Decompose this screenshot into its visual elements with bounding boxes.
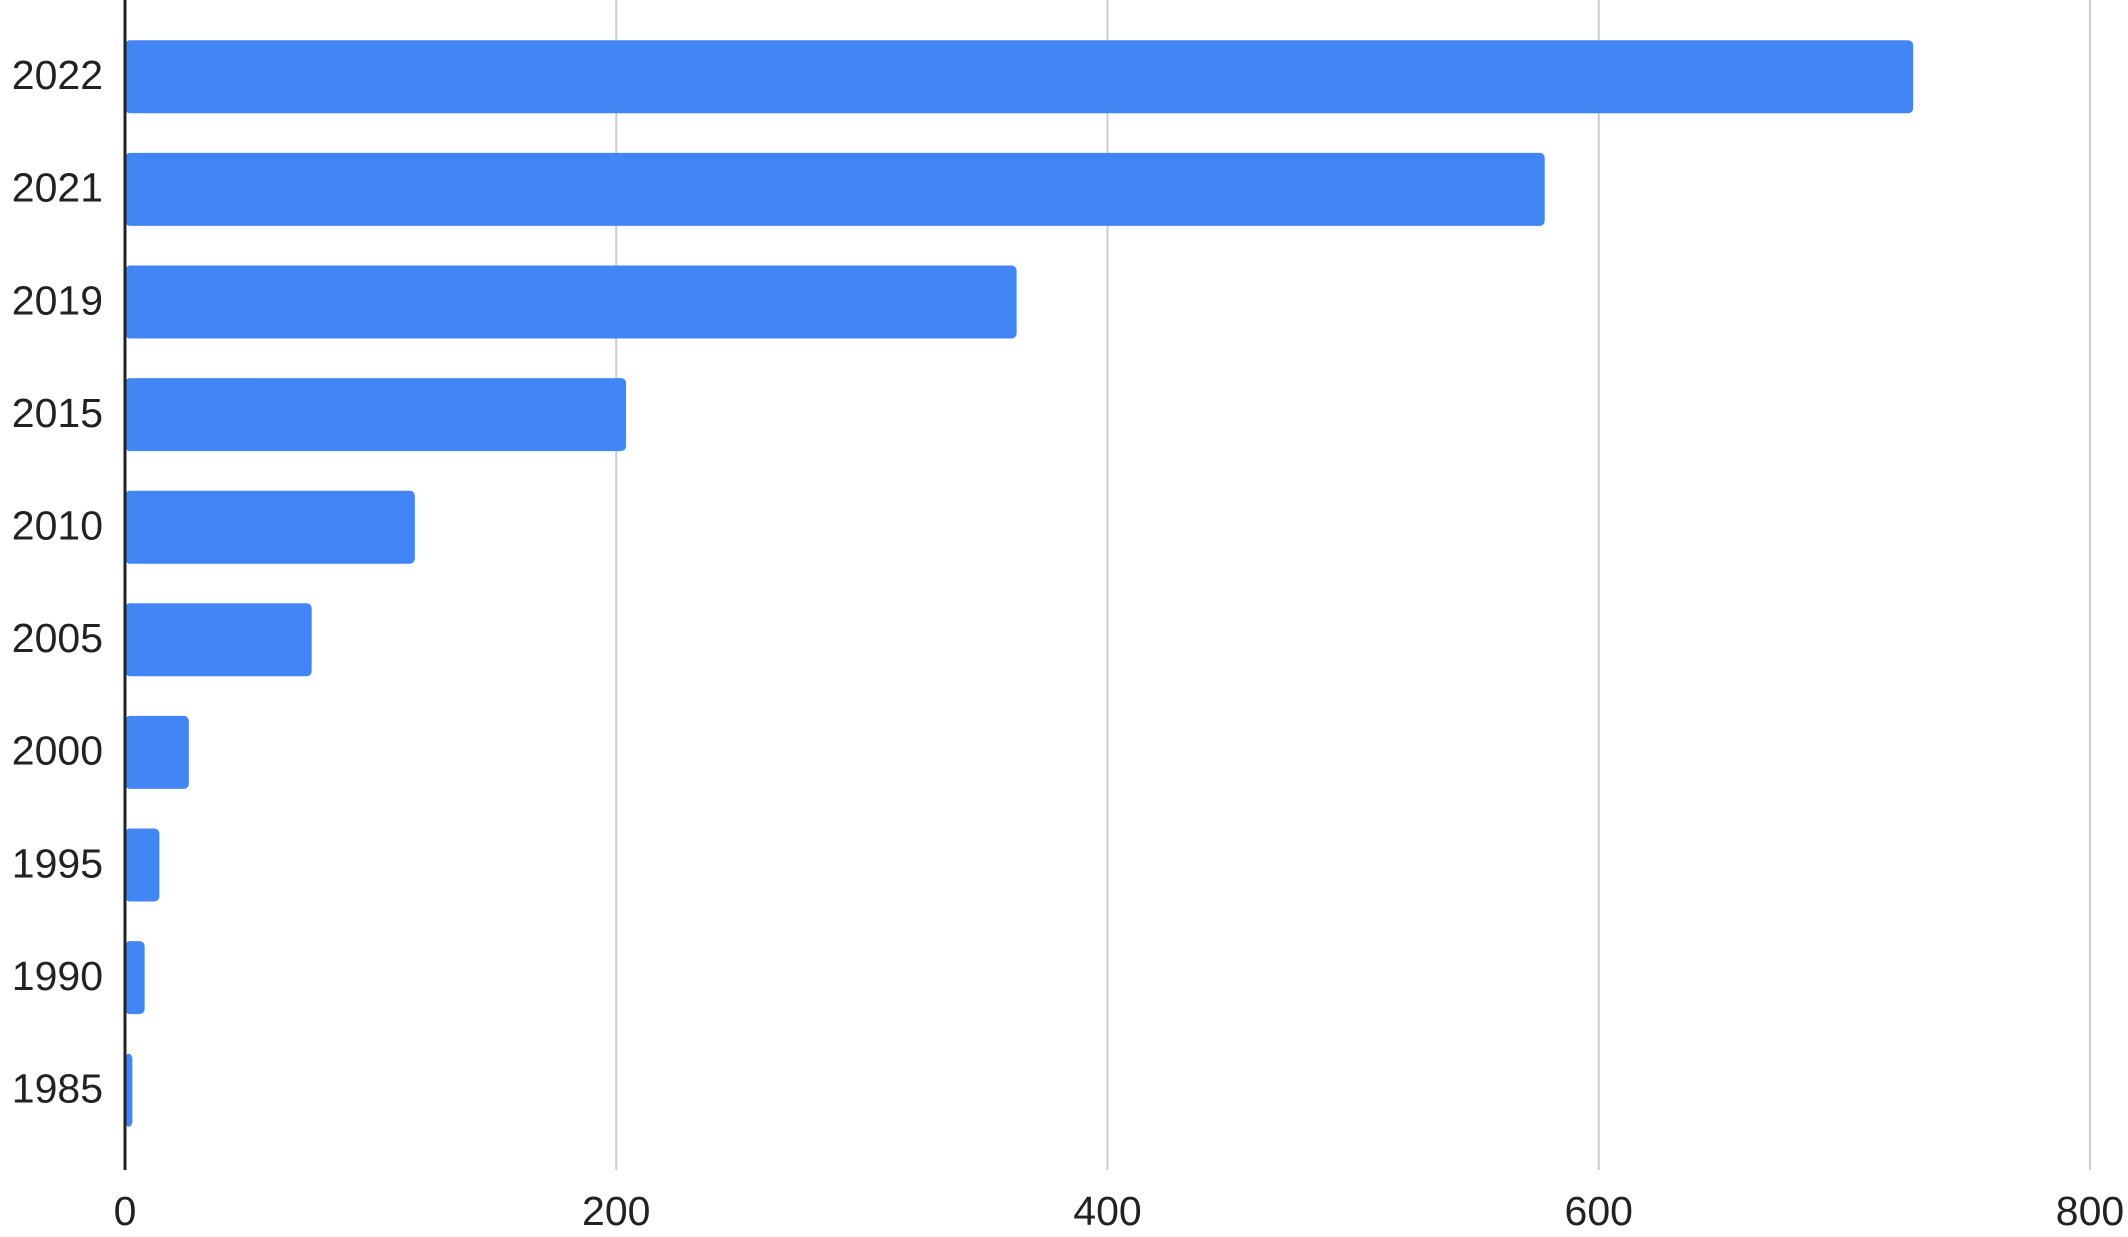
y-tick-label: 1990 — [12, 953, 103, 999]
x-tick-label: 600 — [1565, 1188, 1633, 1234]
x-tick-label: 800 — [2056, 1188, 2124, 1234]
y-tick-label: 1995 — [12, 840, 103, 886]
bar — [125, 490, 415, 564]
bar — [125, 603, 312, 677]
y-tick-label: 2010 — [12, 503, 103, 549]
x-tick-label: 0 — [114, 1188, 137, 1234]
x-tick-label: 400 — [1073, 1188, 1141, 1234]
x-tick-label: 200 — [582, 1188, 650, 1234]
y-tick-label: 2022 — [12, 52, 103, 98]
y-tick-label: 2019 — [12, 277, 103, 323]
y-tick-label: 2015 — [12, 390, 103, 436]
bar — [125, 265, 1017, 339]
bar — [125, 152, 1545, 226]
y-tick-label: 2000 — [12, 728, 103, 774]
bar — [125, 378, 627, 452]
bar — [125, 40, 1914, 114]
y-tick-label: 2005 — [12, 615, 103, 661]
y-tick-label: 1985 — [12, 1066, 103, 1112]
bar — [125, 1053, 133, 1127]
bar — [125, 828, 160, 902]
bar — [125, 715, 189, 789]
bar — [125, 941, 145, 1015]
y-tick-label: 2021 — [12, 165, 103, 211]
